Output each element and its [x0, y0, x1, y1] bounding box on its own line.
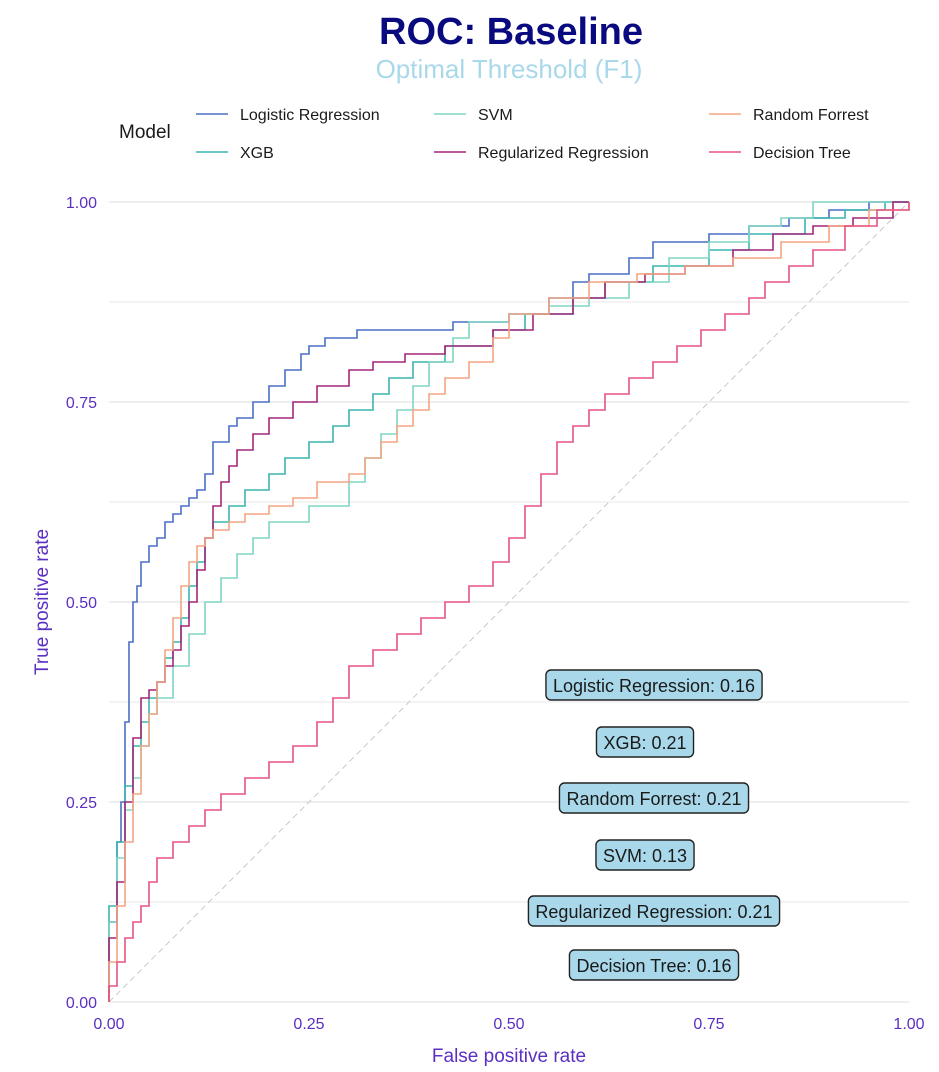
annotation-box: [595, 726, 695, 758]
legend-label: Regularized Regression: [478, 145, 649, 162]
annotation-box: [545, 669, 763, 701]
roc-curve-decision-tree: [108, 202, 910, 1002]
legend-label: SVM: [478, 107, 513, 124]
roc-curve-xgb: [108, 201, 909, 1002]
annotation-text: SVM: 0.13: [603, 846, 687, 866]
annotation-text: XGB: 0.21: [603, 733, 686, 753]
annotation-label: Random Forrest: 0.21: [558, 782, 750, 814]
legend-item: SVM: [434, 107, 513, 124]
annotation-box: [595, 839, 695, 871]
roc-curve-random-forrest: [108, 202, 910, 1002]
threshold-annotations: Logistic Regression: 0.16 XGB: 0.21 Random…: [527, 669, 781, 981]
y-tick-label: 0.75: [66, 395, 97, 412]
legend-item: XGB: [196, 145, 274, 162]
annotation-box: [568, 949, 740, 981]
x-tick-label: 0.50: [493, 1016, 524, 1033]
legend-item: Logistic Regression: [196, 107, 380, 124]
chance-diagonal-line: [108, 201, 910, 1003]
annotation-text: Regularized Regression: 0.21: [535, 902, 772, 922]
x-tick-label: 0.25: [293, 1016, 324, 1033]
chart-title: ROC: Baseline: [379, 11, 643, 53]
legend-label: XGB: [240, 145, 274, 162]
annotation-text: Decision Tree: 0.16: [576, 956, 731, 976]
y-axis-label: True positive rate: [32, 529, 53, 675]
annotation-label: Logistic Regression: 0.16: [545, 669, 763, 701]
annotation-label: Decision Tree: 0.16: [568, 949, 740, 981]
y-tick-label: 0.50: [66, 595, 97, 612]
roc-curve-logistic-regression: [108, 201, 909, 1002]
legend-item: Regularized Regression: [434, 145, 649, 162]
annotation-label: Regularized Regression: 0.21: [527, 895, 781, 927]
x-tick-label: 0.75: [693, 1016, 724, 1033]
annotation-label: SVM: 0.13: [595, 839, 695, 871]
legend-item: Random Forrest: [709, 107, 869, 124]
axis-ticks: 0.00 0.25 0.50 0.75 1.00 0.00 0.25 0.50 0.75 1.00: [66, 195, 925, 1033]
x-tick-label: 0.00: [93, 1016, 124, 1033]
annotation-box: [527, 895, 781, 927]
x-axis-label: False positive rate: [432, 1046, 586, 1067]
annotation-box: [558, 782, 750, 814]
legend-title: Model: [119, 122, 171, 143]
x-tick-label: 1.00: [893, 1016, 924, 1033]
roc-curves: [108, 201, 910, 1002]
legend: Model Logistic Regression XGB SVM Regularize…: [119, 107, 869, 162]
annotation-text: Random Forrest: 0.21: [566, 789, 741, 809]
y-tick-label: 0.25: [66, 795, 97, 812]
chart-subtitle: Optimal Threshold (F1): [376, 54, 643, 84]
annotation-text: Logistic Regression: 0.16: [553, 676, 755, 696]
legend-label: Decision Tree: [753, 145, 851, 162]
legend-label: Logistic Regression: [240, 107, 380, 124]
legend-item: Decision Tree: [709, 145, 851, 162]
annotation-label: XGB: 0.21: [595, 726, 695, 758]
y-tick-label: 0.00: [66, 995, 97, 1012]
y-tick-label: 1.00: [66, 195, 97, 212]
legend-label: Random Forrest: [753, 107, 869, 124]
